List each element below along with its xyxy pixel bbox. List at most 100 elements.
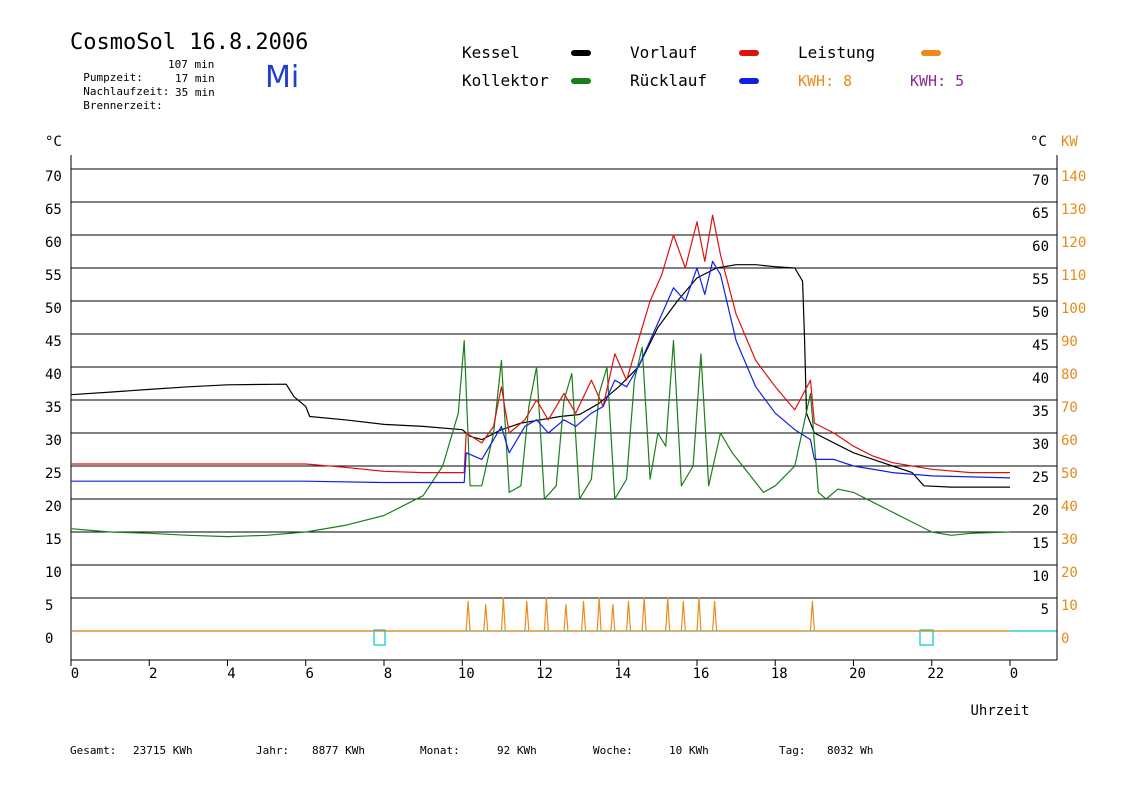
y-power-tick-label: 110	[1061, 268, 1086, 284]
legend-kollektor-label: Kollektor	[462, 71, 549, 90]
stat-pumpzeit: Pumpzeit: 107 min	[70, 58, 214, 97]
y-left-tick-label: 5	[45, 598, 53, 614]
legend-leistung-label: Leistung	[798, 43, 876, 62]
series-line-kessel	[70, 264, 1010, 488]
x-tick-label: 20	[849, 666, 866, 682]
y-power-tick-label: 50	[1061, 466, 1078, 482]
x-tick-label: 18	[771, 666, 788, 682]
y-left-unit: °C	[45, 134, 62, 150]
footer-monat-value: 92 KWh	[497, 744, 537, 757]
footer-jahr: Jahr:	[256, 744, 290, 757]
stat-value: 107 min	[168, 58, 215, 71]
x-tick-label: 22	[927, 666, 944, 682]
zero-marker	[919, 629, 934, 646]
stat-value: 35 min	[175, 86, 215, 99]
legend-vorlauf-swatch	[739, 50, 759, 56]
y-left-tick-label: 45	[45, 334, 62, 350]
x-tick-label: 10	[458, 666, 475, 682]
y-power-tick-label: 90	[1061, 334, 1078, 350]
y-right-tick-label: 50	[1032, 305, 1049, 321]
x-axis-label: Uhrzeit	[970, 703, 1029, 719]
x-tick-label: 16	[693, 666, 710, 682]
y-left-tick-label: 60	[45, 235, 62, 251]
stat-label: Pumpzeit:	[83, 71, 143, 84]
kwh-purple: KWH: 5	[910, 72, 965, 90]
series-line-vorlauf	[71, 214, 1010, 474]
y-power-tick-label: 20	[1061, 565, 1078, 581]
x-tick-label: 12	[536, 666, 553, 682]
y-power-tick-label: 30	[1061, 532, 1078, 548]
y-left-tick-label: 40	[45, 367, 62, 383]
legend-kollektor-swatch	[571, 78, 591, 84]
y-power-tick-label: 140	[1061, 169, 1086, 185]
footer-tag: Tag:	[779, 744, 806, 757]
y-power-tick-label: 10	[1061, 598, 1078, 614]
y-power-unit: KW	[1061, 134, 1078, 150]
y-right-tick-label: 5	[1041, 602, 1049, 618]
x-tick-label: 8	[384, 666, 392, 682]
y-right-tick-label: 25	[1032, 470, 1049, 486]
x-tick-label: 2	[149, 666, 157, 682]
y-left-tick-label: 30	[45, 433, 62, 449]
footer-woche: Woche:	[593, 744, 633, 757]
y-power-tick-label: 80	[1061, 367, 1078, 383]
x-tick-label: 4	[227, 666, 235, 682]
x-tick-label: 6	[306, 666, 314, 682]
legend-ruecklauf-label: Rücklauf	[630, 71, 708, 90]
y-left-tick-label: 50	[45, 301, 62, 317]
legend-ruecklauf-swatch	[739, 78, 759, 84]
y-left-tick-label: 70	[45, 169, 62, 185]
legend-vorlauf-label: Vorlauf	[630, 43, 698, 62]
y-power-tick-label: 130	[1061, 202, 1086, 218]
legend-kessel-swatch	[571, 50, 591, 56]
x-tick-label: 14	[614, 666, 631, 682]
y-power-tick-label: 70	[1061, 400, 1078, 416]
y-right-tick-label: 10	[1032, 569, 1049, 585]
y-power-tick-label: 120	[1061, 235, 1086, 251]
x-tick-label: 0	[71, 666, 79, 682]
y-right-unit-temp: °C	[1030, 134, 1047, 150]
y-right-tick-label: 35	[1032, 404, 1049, 420]
weekday-label: Mi	[265, 60, 300, 95]
x-tick-label: 0	[1010, 666, 1018, 682]
footer-gesamt: Gesamt:	[70, 744, 117, 757]
y-left-tick-label: 65	[45, 202, 62, 218]
series-line-leistung	[71, 597, 1010, 632]
stat-brennerzeit: Brennerzeit: 35 min	[70, 86, 215, 125]
legend-leistung-swatch	[921, 50, 941, 56]
y-right-tick-label: 15	[1032, 536, 1049, 552]
series-line-kollektor	[70, 340, 1011, 538]
y-left-tick-label: 35	[45, 400, 62, 416]
y-right-tick-label: 30	[1032, 437, 1049, 453]
y-right-tick-label: 45	[1032, 338, 1049, 354]
y-left-tick-label: 10	[45, 565, 62, 581]
y-power-tick-label: 100	[1061, 301, 1086, 317]
footer-woche-value: 10 KWh	[669, 744, 709, 757]
y-power-tick-label: 60	[1061, 433, 1078, 449]
stat-value: 17 min	[175, 72, 215, 85]
footer-gesamt-value: 23715 KWh	[133, 744, 193, 757]
y-power-tick-label: 40	[1061, 499, 1078, 515]
chart-title: CosmoSol 16.8.2006	[70, 30, 309, 55]
series-line-ruecklauf	[71, 260, 1011, 484]
legend-kessel-label: Kessel	[462, 43, 520, 62]
zero-marker	[373, 629, 386, 646]
footer-monat: Monat:	[420, 744, 460, 757]
y-right-tick-label: 40	[1032, 371, 1049, 387]
y-power-tick-label: 0	[1061, 631, 1069, 647]
y-left-tick-label: 0	[45, 631, 53, 647]
y-right-tick-label: 60	[1032, 239, 1049, 255]
y-right-tick-label: 55	[1032, 272, 1049, 288]
y-right-tick-label: 20	[1032, 503, 1049, 519]
stat-nachlaufzeit: Nachlaufzeit: 17 min	[70, 72, 215, 111]
kwh-orange: KWH: 8	[798, 72, 853, 90]
stat-label: Brennerzeit:	[83, 99, 163, 112]
y-right-tick-label: 65	[1032, 206, 1049, 222]
y-left-tick-label: 25	[45, 466, 62, 482]
stat-label: Nachlaufzeit:	[83, 85, 170, 98]
y-left-tick-label: 20	[45, 499, 62, 515]
y-left-tick-label: 55	[45, 268, 62, 284]
y-left-tick-label: 15	[45, 532, 62, 548]
y-right-tick-label: 70	[1032, 173, 1049, 189]
